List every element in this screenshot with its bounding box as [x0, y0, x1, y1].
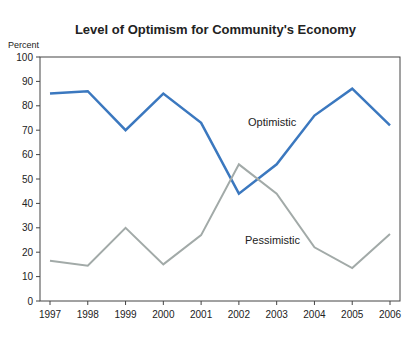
y-tick-label: 50 [22, 174, 34, 185]
x-tick [50, 301, 51, 305]
y-axis-label: Percent [8, 40, 40, 50]
x-tick [238, 301, 239, 305]
x-tick-label: 2004 [303, 309, 326, 320]
series-line [50, 89, 390, 194]
y-tick [36, 154, 40, 155]
y-tick [36, 252, 40, 253]
background [0, 0, 415, 344]
y-tick-label: 100 [16, 52, 33, 63]
title: Level of Optimism for Community's Econom… [75, 22, 357, 37]
x-tick [87, 301, 88, 305]
y-tick-label: 60 [22, 149, 34, 160]
x-tick-label: 1997 [39, 309, 62, 320]
plot-area [50, 89, 390, 268]
y-tick [36, 57, 40, 58]
y-tick-label: 70 [22, 125, 34, 136]
y-tick-label: 30 [22, 222, 34, 233]
series-line [50, 164, 390, 268]
x-tick-label: 2002 [228, 309, 251, 320]
y-tick [36, 105, 40, 106]
x-tick [125, 301, 126, 305]
plot-frame [40, 57, 400, 301]
y-tick-label: 0 [27, 296, 33, 307]
y-tick [36, 276, 40, 277]
y-tick-label: 90 [22, 76, 34, 87]
x-tick-label: 2006 [379, 309, 402, 320]
x-tick-label: 1998 [77, 309, 100, 320]
y-tick-label: 10 [22, 271, 34, 282]
y-tick [36, 179, 40, 180]
series-label: Optimistic [248, 116, 297, 128]
y-tick [36, 227, 40, 228]
x-tick [314, 301, 315, 305]
y-tick-label: 80 [22, 100, 34, 111]
y-tick [36, 130, 40, 131]
y-tick [36, 81, 40, 82]
x-tick-label: 1999 [114, 309, 137, 320]
series-label: Pessimistic [245, 234, 301, 246]
y-tick-label: 20 [22, 247, 34, 258]
y-tick [36, 301, 40, 302]
y-tick [36, 203, 40, 204]
x-tick [390, 301, 391, 305]
y-tick-label: 40 [22, 198, 34, 209]
chart: Level of Optimism for Community's Econom… [0, 0, 415, 344]
x-tick [163, 301, 164, 305]
x-tick [276, 301, 277, 305]
x-tick-label: 2001 [190, 309, 213, 320]
x-tick-label: 2005 [341, 309, 364, 320]
x-tick [352, 301, 353, 305]
x-tick [201, 301, 202, 305]
x-tick-label: 2003 [266, 309, 289, 320]
x-tick-label: 2000 [152, 309, 175, 320]
